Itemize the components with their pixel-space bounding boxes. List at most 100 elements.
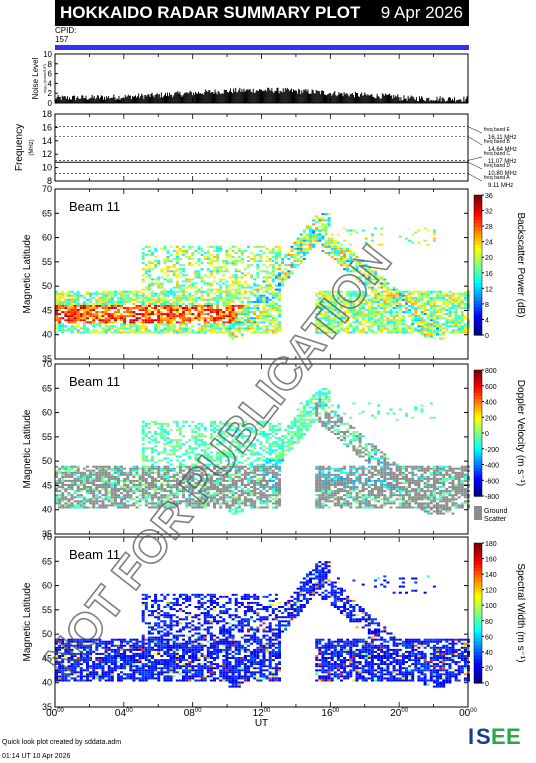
beam-panel-data-cells	[55, 561, 470, 688]
lat-tick-label: 35	[42, 529, 52, 539]
plot-title: HOKKAIDO RADAR SUMMARY PLOT	[60, 3, 361, 22]
frequency-band-value: 16.11 MHz	[488, 135, 517, 141]
noise-ylabel-sub: log₁₀ (noise/10³)	[42, 64, 47, 93]
lat-tick-label: 35	[42, 354, 52, 364]
colorbar-tick-label: 80	[485, 619, 493, 626]
logo-letter-e1: E	[491, 724, 506, 749]
ground-scatter-swatch	[474, 506, 482, 520]
logo-letter-i: I	[468, 724, 475, 749]
beam-panel-3: Beam 11 35 40 45 50 55 60 65 70 Magnetic Latitude…	[22, 532, 526, 712]
colorbar-3: 0 20 40 60 80 100 120 140 160 180 Spectral Width (…	[473, 541, 526, 688]
logo-letter-e2: E	[506, 724, 521, 749]
frequency-band-connector	[467, 162, 483, 170]
colorbar-tick-label: 4	[485, 317, 489, 324]
lat-tick-label: 55	[42, 257, 52, 267]
lat-tick-label: 65	[42, 208, 52, 218]
lat-tick-label: 40	[42, 678, 52, 688]
colorbar-1: 0 4 8 12 16 20 24 28 32 36 Backscatter Power (dB)	[473, 193, 526, 340]
freq-tick-label: 14	[42, 136, 52, 146]
colorbar-label: Spectral Width (m s⁻¹)	[515, 563, 526, 662]
time-tick-label: 0400	[115, 708, 133, 719]
colorbar-tick-label: 24	[485, 240, 493, 247]
colorbar-tick-label: 60	[485, 634, 493, 641]
lat-tick-label: 45	[42, 653, 52, 663]
cpid-value: 157	[55, 35, 69, 44]
lat-tick-label: 45	[42, 305, 52, 315]
lat-tick-label: 65	[42, 383, 52, 393]
colorbar-label: Backscatter Power (dB)	[515, 212, 526, 317]
noise-tick-label: 0	[48, 99, 53, 108]
colorbar-tick-label: 20	[485, 665, 493, 672]
frequency-band-connector	[467, 156, 483, 161]
colorbar-label: Doppler Velocity (m s⁻¹)	[515, 380, 526, 486]
frequency-band-name: freq band C	[484, 151, 511, 157]
colorbar-tick-label: 20	[485, 255, 493, 262]
frequency-band-value: 9.11 MHz	[488, 183, 513, 189]
lat-tick-label: 35	[42, 702, 52, 712]
colorbar-tick-label: 200	[485, 415, 497, 422]
plot-header: HOKKAIDO RADAR SUMMARY PLOT 9 Apr 2026	[55, 0, 469, 26]
colorbar-tick-label: 8	[485, 302, 489, 309]
beam-ylabel: Magnetic Latitude	[22, 409, 33, 488]
beam-panel-2: Beam 11 35 40 45 50 55 60 65 70 Magnetic Latitude…	[22, 359, 526, 539]
logo-letter-s: S	[476, 724, 491, 749]
noise-tick-label: 8	[48, 60, 53, 69]
colorbar-tick-label: 12	[485, 286, 493, 293]
lat-tick-label: 60	[42, 581, 52, 591]
beam-label: Beam 11	[69, 199, 120, 214]
time-tick-label: 0000	[46, 708, 64, 719]
plot-date: 9 Apr 2026	[380, 3, 463, 22]
freq-tick-label: 10	[42, 163, 52, 173]
lat-tick-label: 50	[42, 456, 52, 466]
isee-logo: I S E E	[466, 722, 528, 752]
footer-created-by: Quick look plot created by sddata.adm	[2, 739, 122, 746]
colorbar-tick-label: 100	[485, 603, 497, 610]
colorbar-tick-label: -800	[485, 494, 499, 501]
lat-tick-label: 60	[42, 408, 52, 418]
noise-tick-label: 6	[48, 70, 53, 79]
lat-tick-label: 45	[42, 480, 52, 490]
lat-tick-label: 70	[42, 359, 52, 369]
time-tick-label: 2000	[390, 708, 408, 719]
freq-ylabel: Frequency	[14, 124, 25, 171]
freq-tick-label: 16	[42, 122, 52, 132]
beam-label: Beam 11	[69, 547, 120, 562]
frequency-band-name: freq band D	[484, 163, 511, 169]
time-axis-label: UT	[255, 718, 268, 729]
colorbar-tick-label: 40	[485, 650, 493, 657]
colorbar-tick-label: 160	[485, 557, 497, 564]
colorbar-tick-label: 600	[485, 384, 497, 391]
beam-ylabel: Magnetic Latitude	[22, 234, 33, 313]
frequency-band-value: 14.64 MHz	[488, 147, 517, 153]
beam-panel-data-cells	[55, 388, 470, 515]
lat-tick-label: 55	[42, 432, 52, 442]
noise-level-bars	[54, 87, 469, 103]
noise-ylabel: Noise Level	[31, 57, 40, 99]
cpid-bar	[55, 45, 469, 50]
beam-label: Beam 11	[69, 374, 120, 389]
lat-tick-label: 50	[42, 281, 52, 291]
frequency-band-name: freq band B	[484, 139, 511, 145]
time-tick-label: 1600	[321, 708, 339, 719]
freq-tick-label: 18	[42, 109, 52, 119]
colorbar-tick-label: 32	[485, 209, 493, 216]
time-tick-label: 0800	[184, 708, 202, 719]
lat-tick-label: 40	[42, 505, 52, 515]
lat-tick-label: 50	[42, 629, 52, 639]
colorbar-tick-label: 400	[485, 400, 497, 407]
freq-tick-label: 12	[42, 149, 52, 159]
lat-tick-label: 65	[42, 556, 52, 566]
lat-tick-label: 70	[42, 184, 52, 194]
frequency-band-connector	[467, 173, 483, 182]
colorbar-tick-label: 800	[485, 368, 497, 375]
freq-tick-label: 8	[47, 176, 52, 186]
beam-ylabel: Magnetic Latitude	[22, 582, 33, 661]
lat-tick-label: 55	[42, 605, 52, 615]
frequency-band-name: freq band A	[484, 175, 510, 181]
time-tick-label: 1200	[253, 708, 271, 719]
time-tick-label: 0000	[459, 708, 477, 719]
ground-scatter-label: Ground	[484, 508, 507, 515]
colorbar-2: -800 -600 -400 -200 0 200 400 600 800 Doppler Vel…	[473, 368, 526, 523]
footer-timestamp: 01:14 UT 10 Apr 2026	[2, 753, 71, 760]
